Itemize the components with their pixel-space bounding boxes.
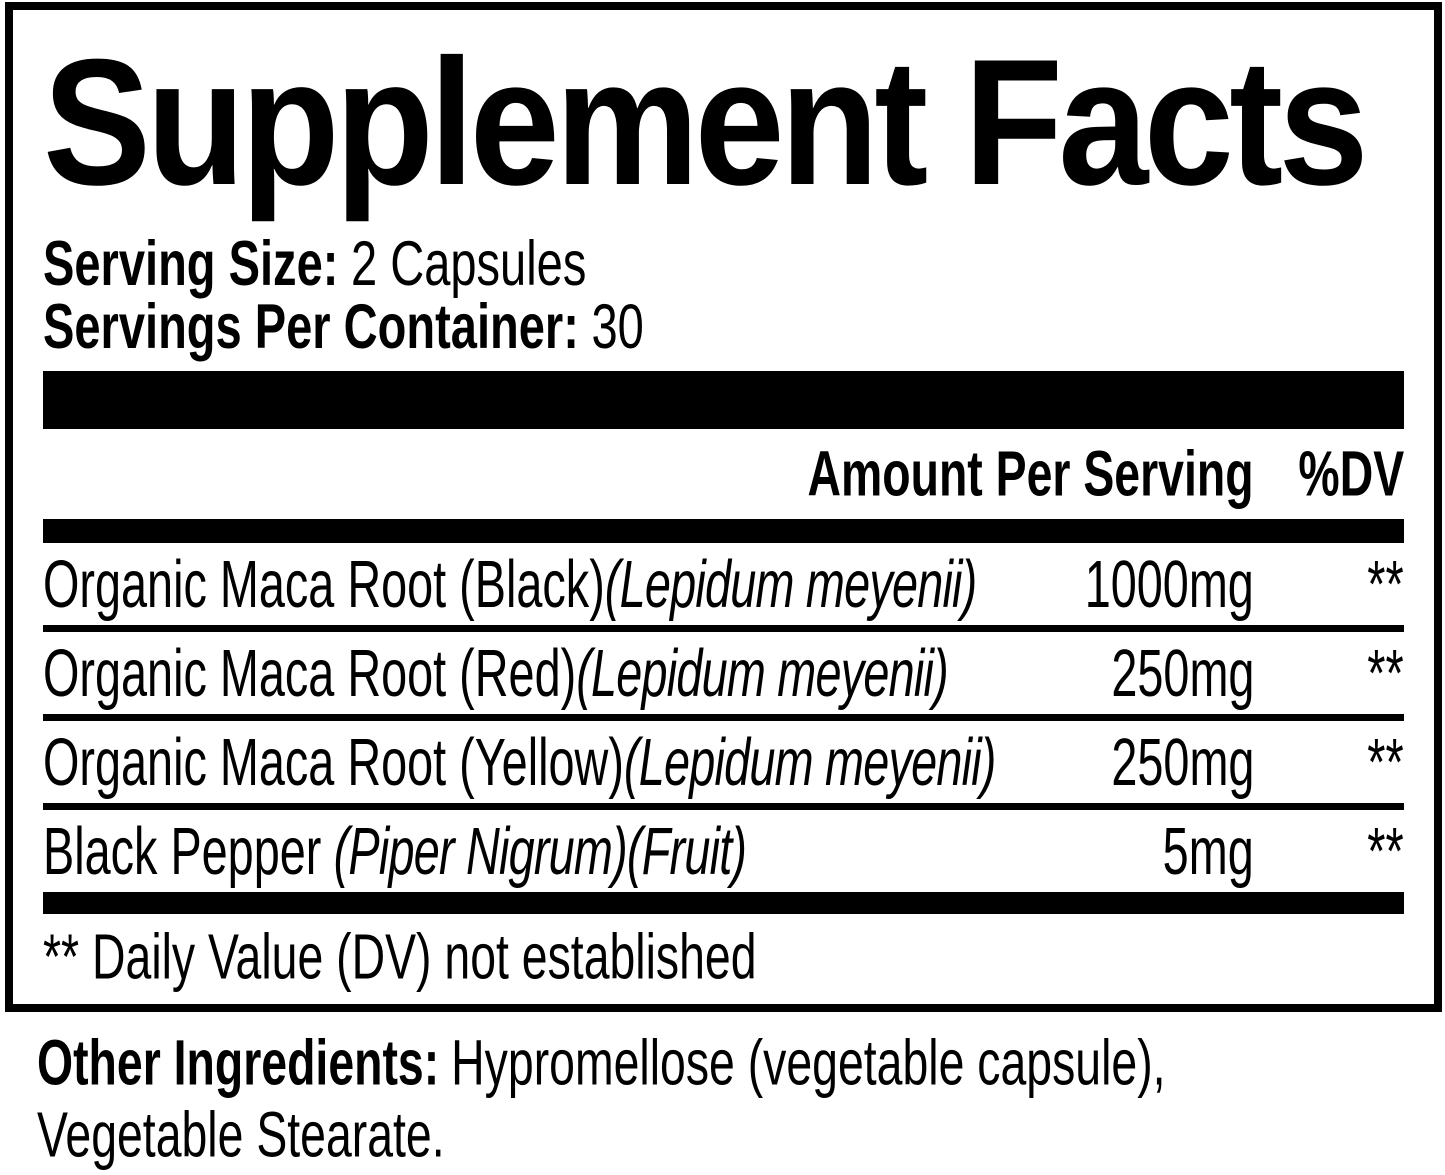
thick-divider-bottom (43, 892, 1404, 914)
ingredient-dv: ** (1367, 813, 1404, 889)
panel-title-text: Supplement Facts (43, 22, 1369, 223)
serving-size-line: Serving Size: 2 Capsules (43, 228, 1404, 299)
supplement-facts-panel: Supplement Facts Serving Size: 2 Capsules… (5, 2, 1442, 1012)
ingredient-amount: 250mg (1110, 724, 1254, 800)
thick-divider-header (43, 519, 1404, 543)
ingredient-row: Organic Maca Root (Red)(Lepidum meyenii)… (43, 632, 1404, 714)
ingredient-name-cell: Black Pepper (Piper Nigrum)(Fruit) (43, 813, 1004, 888)
ingredient-name-cell: Organic Maca Root (Red)(Lepidum meyenii) (43, 635, 1004, 710)
ingredient-amount-cell: 250mg (1004, 635, 1254, 710)
panel-title: Supplement Facts (43, 22, 1404, 223)
row-divider (43, 625, 1404, 632)
serving-size-label: Serving Size: (43, 227, 339, 299)
ingredient-dv-cell: ** (1254, 635, 1404, 710)
ingredient-amount-cell: 5mg (1004, 813, 1254, 888)
ingredient-dv-cell: ** (1254, 813, 1404, 888)
ingredient-name-cell: Organic Maca Root (Black)(Lepidum meyeni… (43, 546, 1004, 621)
servings-per-container-value: 30 (591, 290, 644, 362)
daily-value-footnote: ** Daily Value (DV) not established (43, 921, 757, 993)
thick-divider-top (43, 371, 1404, 429)
servings-per-container-text: Servings Per Container: 30 (43, 291, 644, 362)
row-divider (43, 714, 1404, 721)
other-ingredients-line1: Other Ingredients: Hypromellose (vegetabl… (37, 1027, 1445, 1100)
ingredient-amount: 250mg (1110, 635, 1254, 711)
ingredient-latin: (Lepidum meyenii) (604, 546, 977, 622)
ingredient-name: Organic Maca Root (Red) (43, 635, 577, 711)
other-ingredients-section: Other Ingredients: Hypromellose (vegetabl… (37, 1027, 1445, 1172)
other-ingredients-line1-text: Other Ingredients: Hypromellose (vegetabl… (37, 1024, 1166, 1103)
ingredient-amount: 5mg (1162, 813, 1254, 889)
footnote-row: ** Daily Value (DV) not established (43, 914, 1404, 1001)
ingredient-amount: 1000mg (1084, 546, 1254, 622)
ingredient-amount-cell: 1000mg (1004, 546, 1254, 621)
ingredient-name-text: Organic Maca Root (Black)(Lepidum meyeni… (43, 545, 977, 622)
ingredient-latin: (Lepidum meyenii) (576, 635, 948, 711)
other-ingredients-label: Other Ingredients: (37, 1027, 440, 1099)
ingredient-name-text: Black Pepper (Piper Nigrum)(Fruit) (43, 812, 747, 889)
ingredient-amount-cell: 250mg (1004, 724, 1254, 799)
ingredient-name: Organic Maca Root (Yellow) (43, 724, 624, 800)
ingredient-dv: ** (1367, 546, 1404, 622)
ingredient-name: Organic Maca Root (Black) (43, 546, 605, 622)
ingredient-dv-cell: ** (1254, 546, 1404, 621)
ingredient-name-text: Organic Maca Root (Yellow)(Lepidum meyen… (43, 723, 996, 800)
servings-per-container-label: Servings Per Container: (43, 290, 579, 362)
ingredient-latin: (Piper Nigrum)(Fruit) (321, 813, 747, 889)
ingredient-name-cell: Organic Maca Root (Yellow)(Lepidum meyen… (43, 724, 1004, 799)
other-ingredients-value-line1: Hypromellose (vegetable capsule), (451, 1027, 1166, 1099)
ingredient-dv: ** (1367, 635, 1404, 711)
ingredient-dv-cell: ** (1254, 724, 1404, 799)
serving-size-value: 2 Capsules (351, 227, 587, 299)
amount-per-serving-header: Amount Per Serving (807, 437, 1254, 510)
serving-size-text: Serving Size: 2 Capsules (43, 228, 586, 299)
ingredient-latin: (Lepidum meyenii) (623, 724, 996, 800)
dv-header: %DV (1298, 437, 1404, 510)
ingredient-row: Organic Maca Root (Yellow)(Lepidum meyen… (43, 721, 1404, 803)
ingredient-name: Black Pepper (43, 813, 322, 889)
other-ingredients-value-line2: Vegetable Stearate. (37, 1099, 445, 1171)
dv-header-cell: %DV (1254, 438, 1404, 509)
ingredient-row: Black Pepper (Piper Nigrum)(Fruit) 5mg *… (43, 810, 1404, 892)
ingredient-row: Organic Maca Root (Black)(Lepidum meyeni… (43, 543, 1404, 625)
column-header-row: Amount Per Serving %DV (43, 429, 1404, 519)
row-divider (43, 803, 1404, 810)
other-ingredients-line2: Vegetable Stearate. (37, 1099, 1445, 1172)
servings-per-container-line: Servings Per Container: 30 (43, 291, 1404, 362)
ingredient-dv: ** (1367, 724, 1404, 800)
ingredient-name-text: Organic Maca Root (Red)(Lepidum meyenii) (43, 634, 949, 711)
